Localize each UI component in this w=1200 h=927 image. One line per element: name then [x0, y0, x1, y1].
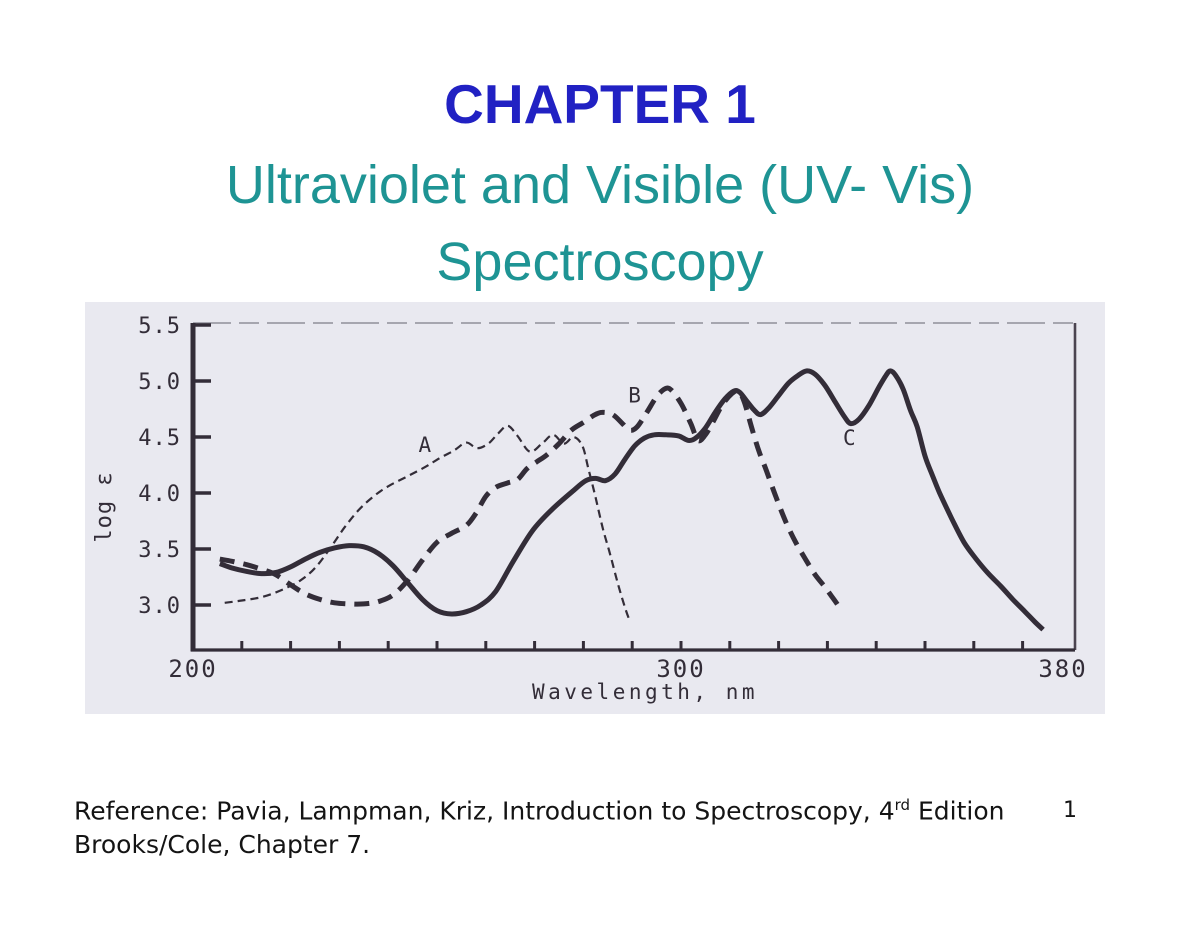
y-tick-label: 3.5: [138, 538, 181, 563]
y-axis-title: log ε: [92, 471, 117, 542]
page-number: 1: [1063, 798, 1077, 823]
y-tick-label: 4.0: [138, 482, 181, 507]
uv-vis-chart: 5.5 5.0 4.5 4.0 3.5 3.0 200 300 380 Wavelength, n…: [92, 314, 1087, 704]
x-tick-label: 300: [656, 655, 705, 683]
series-A-label: A: [418, 433, 431, 457]
y-tick-label: 4.5: [138, 426, 181, 451]
series-A-curve: [224, 424, 630, 619]
slide-subtitle-line2: Spectroscopy: [436, 232, 764, 292]
series-B-label: B: [628, 384, 641, 408]
uv-vis-spectra-figure: 5.5 5.0 4.5 4.0 3.5 3.0 200 300 380 Wavelength, n…: [85, 302, 1105, 714]
slide-subtitle-line1: Ultraviolet and Visible (UV- Vis): [225, 155, 975, 215]
reference-line2: Brooks/Cole, Chapter 7.: [74, 830, 371, 860]
y-tick-label: 5.0: [138, 370, 181, 395]
reference-edition-superscript: rd: [894, 796, 911, 814]
series-C-label: C: [843, 426, 856, 450]
x-tick-label: 380: [1038, 655, 1087, 683]
page-title: CHAPTER 1: [444, 73, 756, 135]
y-tick-label: 3.0: [138, 594, 181, 619]
reference-text: Reference: Pavia, Lampman, Kriz, Introdu…: [74, 788, 1084, 862]
series-B-curve: [219, 385, 841, 608]
x-tick-label: 200: [168, 655, 217, 683]
y-tick-label: 5.5: [138, 314, 181, 339]
series-C-curve: [218, 368, 1045, 632]
reference-line1: Reference: Pavia, Lampman, Kriz, Introdu…: [74, 796, 1005, 826]
x-axis-title: Wavelength, nm: [532, 680, 758, 704]
